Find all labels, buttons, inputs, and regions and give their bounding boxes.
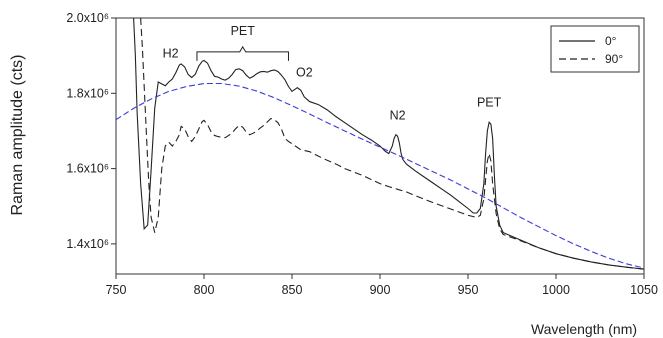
series-line-90deg: [140, 18, 644, 270]
y-axis-label: Raman amplitude (cts): [9, 55, 26, 216]
x-tick-label: 1050: [630, 283, 658, 297]
y-tick-label: 2.0x10⁶: [66, 11, 109, 25]
pet-bracket: [196, 45, 289, 61]
peak-label: N2: [390, 109, 406, 123]
legend-box: [550, 25, 640, 73]
x-tick-label: 750: [106, 283, 127, 297]
x-tick-label: 950: [458, 283, 479, 297]
y-tick-label: 1.6x10⁶: [66, 162, 109, 176]
x-tick-label: 800: [194, 283, 215, 297]
baseline-fit-line: [116, 82, 644, 269]
x-tick-label: 1000: [542, 283, 570, 297]
legend-label: 90°: [605, 52, 623, 66]
peak-label: O2: [296, 65, 313, 79]
axes: 750 800 850 900 950 1000 1050 1.4x10⁶ 1.6x10⁶ 1.8…: [66, 11, 658, 297]
peak-annotations: H2 PET O2 N2 PET: [163, 24, 502, 123]
x-tick-label: 850: [282, 283, 303, 297]
y-tick-label: 1.8x10⁶: [66, 86, 109, 100]
peak-label: H2: [163, 47, 179, 61]
legend-label: 0°: [605, 34, 617, 48]
x-axis-label: Wavelength (nm): [531, 321, 637, 337]
y-tick-label: 1.4x10⁶: [66, 237, 109, 251]
x-tick-label: 900: [370, 283, 391, 297]
legend: 0°90°: [550, 25, 640, 73]
series-layer: [116, 18, 644, 270]
series-line-0deg: [133, 18, 644, 270]
peak-label: PET: [477, 95, 502, 109]
peak-label: PET: [231, 24, 256, 38]
